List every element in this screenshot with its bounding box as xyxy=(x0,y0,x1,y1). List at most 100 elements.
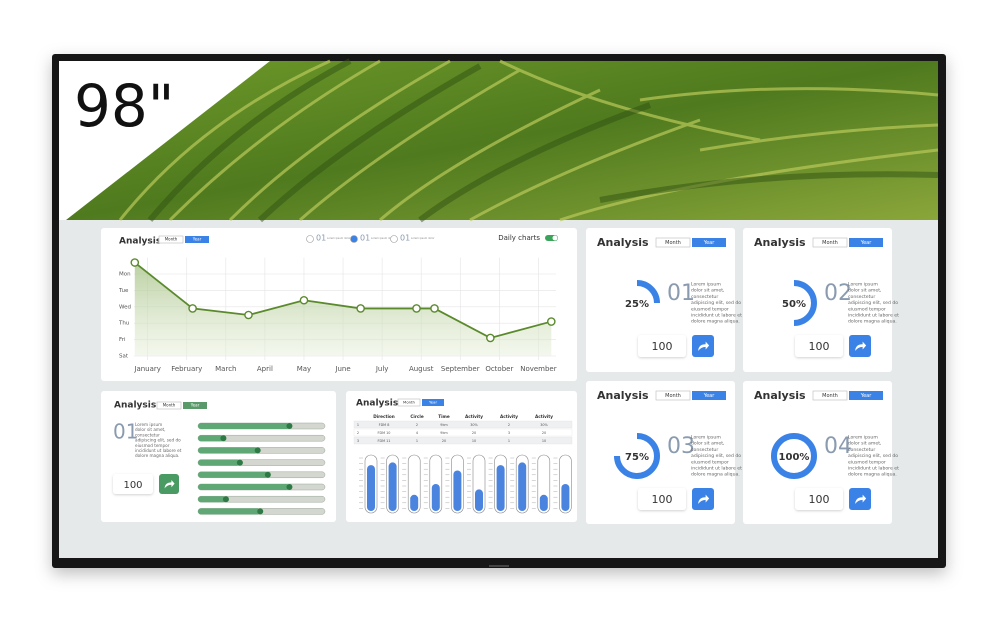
toggle-month[interactable] xyxy=(812,390,848,401)
x-tick-label: October xyxy=(485,365,513,373)
toggle-month[interactable] xyxy=(397,398,421,407)
slider-fill xyxy=(198,471,268,478)
toggle-year[interactable] xyxy=(185,236,209,243)
x-tick-label: June xyxy=(334,365,350,373)
toggle-year[interactable] xyxy=(692,238,726,247)
slider-knob[interactable] xyxy=(220,435,227,442)
table-cell: 30% xyxy=(540,423,548,427)
x-tick-label: April xyxy=(257,365,273,373)
card-number: 01 xyxy=(667,281,695,306)
donut-arc xyxy=(636,280,660,304)
card-number: 04 xyxy=(824,434,852,459)
body-text: eiusmod tempor xyxy=(691,459,729,465)
body-text: eiusmod tempor xyxy=(848,459,886,465)
point xyxy=(356,304,365,313)
point xyxy=(130,258,140,267)
legend-text: Lorem ipsum dolor xyxy=(371,236,395,240)
toggle-month-label: Month xyxy=(163,403,176,408)
radio[interactable] xyxy=(306,235,314,243)
toggle-year-label: Year xyxy=(429,400,437,405)
toggle-month[interactable] xyxy=(158,235,184,244)
toggle-month[interactable] xyxy=(655,237,691,248)
point xyxy=(299,295,309,305)
body-text: consectetur xyxy=(135,432,160,437)
toggle-year[interactable] xyxy=(849,391,883,400)
body-text: dolore magna aliqua. xyxy=(848,319,897,325)
slider-knob[interactable] xyxy=(222,496,229,503)
tube-fill xyxy=(453,470,462,511)
point xyxy=(547,317,556,326)
body-text: dolore magna aliqua. xyxy=(848,472,897,478)
body-text: consectetur xyxy=(691,447,718,453)
toggle-month[interactable] xyxy=(655,390,691,401)
slider-fill xyxy=(198,508,261,515)
value-box-text: 100 xyxy=(809,340,830,353)
body-text: Lorem ipsum xyxy=(848,435,878,441)
body-text: dolore magna aliqua. xyxy=(135,453,179,458)
slider-fill xyxy=(198,435,224,442)
tube-fill xyxy=(475,489,483,511)
toggle-month[interactable] xyxy=(156,401,182,410)
body-text: dolore magna aliqua. xyxy=(691,319,740,325)
value-box-text: 100 xyxy=(123,480,142,491)
table-cell: 2 xyxy=(357,431,359,435)
slider-knob[interactable] xyxy=(254,447,261,454)
table-header: Activity xyxy=(500,414,518,419)
table-header: Circle xyxy=(410,414,423,419)
card-title: Analysis xyxy=(754,389,806,402)
table-cell: 9km xyxy=(440,431,448,435)
table-cell: 3 xyxy=(508,431,510,435)
toggle-year[interactable] xyxy=(422,399,444,406)
go-arrow xyxy=(164,480,175,489)
radio[interactable] xyxy=(350,235,358,243)
x-tick-label: January xyxy=(133,365,161,373)
table-cell: FDM 10 xyxy=(378,431,391,435)
body-text: dolore magna aliqua. xyxy=(691,472,740,478)
y-tick-label: Fri xyxy=(119,337,126,343)
tv-logo xyxy=(489,565,509,567)
slider-knob[interactable] xyxy=(264,471,271,478)
body-text: incididunt ut labore et xyxy=(691,466,742,472)
body-text: incididunt ut labore et xyxy=(848,313,899,319)
go-arrow xyxy=(698,494,710,504)
table-cell: FDM 11 xyxy=(378,439,391,443)
slider-knob[interactable] xyxy=(286,484,293,490)
toggle-month[interactable] xyxy=(812,237,848,248)
table-header: Activity xyxy=(535,414,553,419)
slider-knob[interactable] xyxy=(236,459,243,466)
switch-knob xyxy=(552,235,558,241)
value-box xyxy=(795,335,843,357)
body-text: eiusmod tempor xyxy=(691,306,729,312)
table-row xyxy=(353,420,573,429)
body-text: adipiscing elit, sed do xyxy=(848,453,898,459)
table-cell: 1 xyxy=(357,423,359,427)
tube-fill xyxy=(518,462,527,511)
donut-arc xyxy=(793,280,817,326)
slider-knob[interactable] xyxy=(286,423,293,429)
x-tick-label: November xyxy=(520,365,557,373)
area xyxy=(134,262,552,356)
card-number: 02 xyxy=(824,281,852,306)
body-text: incididunt ut labore et xyxy=(691,313,742,319)
x-tick-label: February xyxy=(171,365,202,373)
table-header: Direction xyxy=(373,414,395,419)
toggle-year-label: Year xyxy=(190,403,200,408)
body-text: Lorem ipsum xyxy=(135,422,162,427)
toggle-year-label: Year xyxy=(192,237,202,242)
table-cell: 20 xyxy=(542,431,546,435)
value-box-text: 100 xyxy=(652,493,673,506)
slider-knob[interactable] xyxy=(257,508,264,515)
card-number: 03 xyxy=(667,434,695,459)
body-text: incididunt ut labore et xyxy=(135,448,182,453)
toggle-year[interactable] xyxy=(692,391,726,400)
card-title: Analysis xyxy=(114,401,156,411)
x-tick-label: September xyxy=(441,365,480,373)
card-title: Analysis xyxy=(119,237,161,247)
card-title: Analysis xyxy=(597,236,649,249)
toggle-year[interactable] xyxy=(849,238,883,247)
radio[interactable] xyxy=(390,235,398,243)
body-text: consectetur xyxy=(848,447,875,453)
toggle-year[interactable] xyxy=(183,402,207,409)
tube-fill xyxy=(496,465,505,511)
